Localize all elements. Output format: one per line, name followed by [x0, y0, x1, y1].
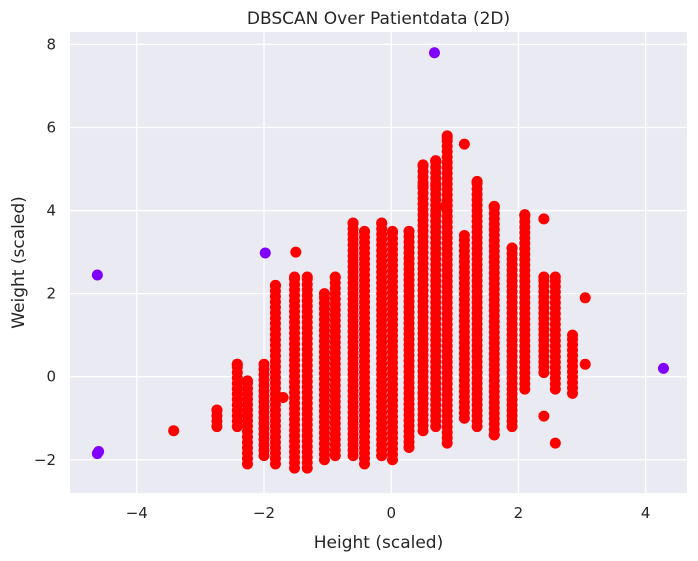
- cluster-point: [386, 225, 398, 237]
- y-tick-label: 2: [46, 285, 56, 303]
- cluster-point: [269, 279, 281, 291]
- cluster-point: [289, 271, 301, 283]
- cluster-point: [277, 391, 289, 403]
- cluster-point: [301, 271, 313, 283]
- x-tick-label: −4: [126, 504, 148, 522]
- cluster-point: [567, 329, 579, 341]
- cluster-point: [471, 176, 483, 188]
- cluster-point: [318, 288, 330, 300]
- cluster-point: [458, 138, 470, 150]
- cluster-point: [430, 155, 442, 167]
- cluster-point: [441, 132, 453, 144]
- y-tick-labels: −2 0 2 4 6 8: [34, 35, 56, 468]
- y-tick-label: 4: [46, 202, 56, 220]
- cluster-point: [347, 217, 359, 229]
- cluster-point: [359, 225, 371, 237]
- cluster-point: [290, 246, 302, 258]
- noise-point: [91, 269, 103, 281]
- y-tick-label: −2: [34, 451, 56, 469]
- cluster-point: [538, 410, 550, 422]
- x-tick-labels: −4 −2 0 2 4: [126, 504, 651, 522]
- cluster-point: [579, 358, 591, 370]
- cluster-point: [549, 271, 561, 283]
- cluster-point: [417, 387, 429, 399]
- cluster-point: [439, 200, 451, 212]
- cluster-point: [430, 180, 442, 192]
- cluster-point: [403, 441, 415, 453]
- cluster-point: [231, 358, 243, 370]
- x-tick-label: 2: [514, 504, 524, 522]
- cluster-point: [211, 404, 223, 416]
- y-tick-label: 6: [46, 119, 56, 137]
- x-tick-label: 0: [386, 504, 396, 522]
- x-tick-label: 4: [641, 504, 651, 522]
- y-tick-label: 0: [46, 368, 56, 386]
- cluster-point: [329, 271, 341, 283]
- cluster-point: [258, 358, 270, 370]
- chart-title: DBSCAN Over Patientdata (2D): [247, 9, 510, 29]
- x-tick-label: −2: [253, 504, 275, 522]
- cluster-point: [430, 209, 442, 221]
- cluster-point: [168, 425, 180, 437]
- cluster-point: [329, 450, 341, 462]
- cluster-point: [458, 230, 470, 241]
- cluster-point: [241, 375, 253, 387]
- cluster-point: [403, 225, 415, 237]
- y-tick-label: 8: [46, 35, 56, 53]
- cluster-point: [376, 450, 388, 462]
- y-axis-label: Weight (scaled): [9, 196, 29, 329]
- data-points: [91, 47, 669, 474]
- cluster-point: [538, 271, 550, 283]
- noise-point: [93, 445, 105, 457]
- cluster-point: [488, 429, 500, 441]
- cluster-point: [506, 242, 518, 254]
- cluster-point: [538, 213, 550, 225]
- cluster-point: [376, 217, 388, 229]
- cluster-point: [519, 209, 531, 221]
- cluster-point: [488, 200, 500, 212]
- noise-point: [259, 247, 271, 259]
- noise-point: [428, 47, 440, 59]
- cluster-point: [417, 180, 429, 192]
- cluster-point: [417, 159, 429, 171]
- cluster-point: [549, 437, 561, 449]
- noise-point: [657, 362, 669, 374]
- cluster-point: [579, 292, 591, 304]
- x-axis-label: Height (scaled): [314, 533, 443, 553]
